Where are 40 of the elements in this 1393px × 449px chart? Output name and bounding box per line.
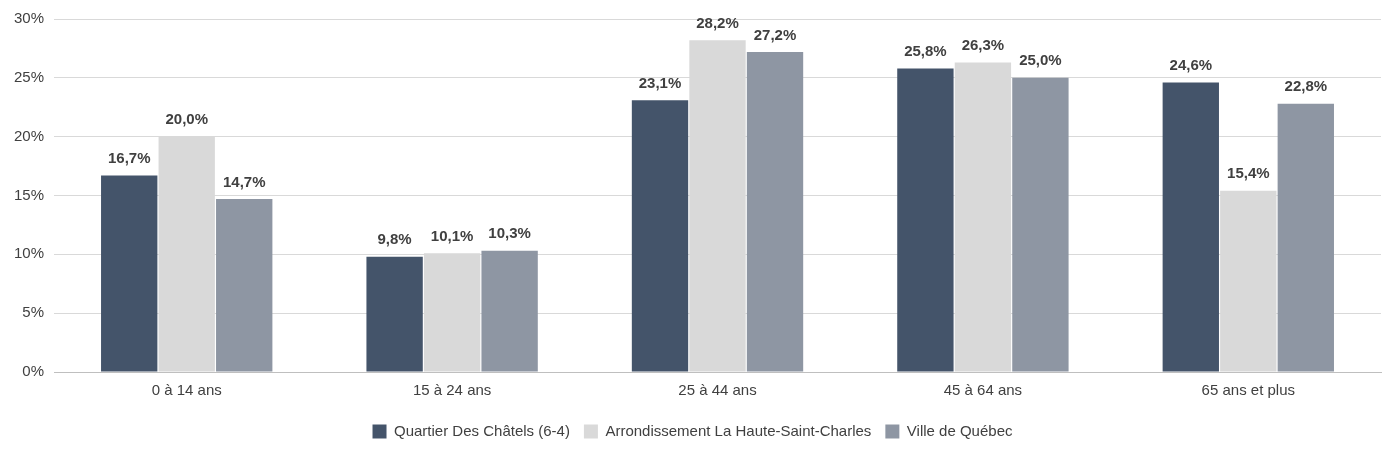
data-label: 25,0%: [1019, 51, 1062, 69]
bar: [481, 250, 538, 372]
data-label: 16,7%: [107, 149, 151, 167]
y-tick-label: 5%: [22, 303, 45, 321]
data-label: 10,3%: [488, 224, 531, 242]
data-label: 27,2%: [753, 25, 797, 43]
bar: [1012, 77, 1069, 372]
data-label: 15,4%: [1227, 164, 1270, 182]
bar: [216, 199, 273, 372]
legend-label: Ville de Québec: [906, 421, 1013, 439]
y-tick-label: 20%: [13, 126, 45, 144]
x-tick-label: 65 ans et plus: [1201, 381, 1296, 399]
x-tick-label: 45 à 64 ans: [943, 381, 1023, 399]
bar: [897, 68, 954, 372]
y-tick-label: 30%: [13, 9, 45, 27]
x-tick-label: 25 à 44 ans: [678, 381, 757, 399]
y-tick-label: 10%: [13, 244, 45, 262]
bar: [1162, 82, 1219, 372]
bar: [366, 256, 423, 372]
x-tick-label: 0 à 14 ans: [151, 381, 222, 399]
bar: [746, 51, 804, 372]
y-tick-label: 0%: [22, 362, 45, 380]
bar: [1277, 103, 1334, 372]
data-label: 26,3%: [961, 36, 1005, 54]
data-label: 22,8%: [1284, 77, 1328, 95]
x-tick-label: 15 à 24 ans: [412, 381, 492, 399]
data-label: 25,8%: [904, 42, 947, 60]
data-label: 10,1%: [430, 226, 474, 244]
legend-label: Arrondissement La Haute-Saint-Charles: [605, 421, 872, 439]
y-tick-label: 15%: [13, 185, 45, 203]
y-tick-label: 25%: [13, 67, 45, 85]
data-label: 9,8%: [377, 230, 412, 248]
data-label: 14,7%: [222, 172, 266, 190]
data-label: 23,1%: [638, 73, 682, 91]
data-label: 20,0%: [165, 110, 208, 128]
bar: [101, 175, 158, 372]
data-label: 24,6%: [1169, 56, 1213, 74]
legend-label: Quartier Des Châtels (6-4): [394, 421, 570, 439]
data-label: 28,2%: [696, 13, 739, 31]
bar: [631, 100, 689, 372]
